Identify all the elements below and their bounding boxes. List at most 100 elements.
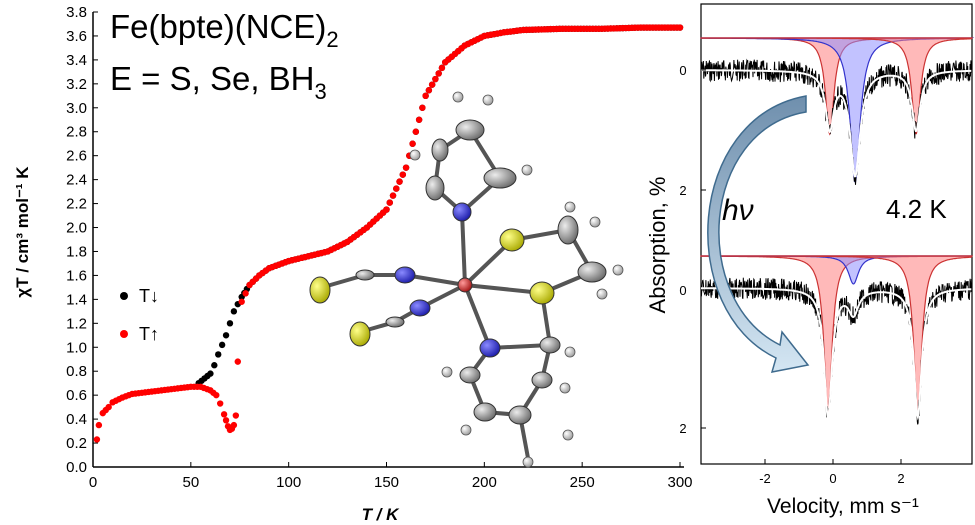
legend-label-heating: T↑ xyxy=(139,324,159,344)
y-ticks: 0.0 0.2 0.4 0.6 0.8 1.0 1.2 1.4 1.6 1.8 2.0 2.2 2.4 2… xyxy=(66,4,98,476)
fit-component xyxy=(700,255,974,417)
heating-point xyxy=(412,128,420,135)
cooling-point xyxy=(218,341,226,349)
legend-marker-cooling xyxy=(120,292,128,300)
y-tick-bottom-2: 2 xyxy=(679,421,686,436)
legend: T↓ T↑ xyxy=(120,286,159,344)
cooling-point xyxy=(222,332,230,339)
x-tick-label: 150 xyxy=(374,474,399,491)
heating-point xyxy=(393,185,400,192)
molecule-structure-image xyxy=(309,91,624,468)
heating-point xyxy=(232,412,240,419)
heating-point xyxy=(230,421,238,429)
heating-point xyxy=(220,411,228,418)
mossbauer-panel: 0 2 0 2 -2 0 2 Absorption, % Velocity, m… xyxy=(645,3,975,518)
x-tick-0: 0 xyxy=(829,471,836,486)
heating-point xyxy=(419,104,426,111)
mossbauer-spectra xyxy=(700,37,975,425)
y-tick-label: 3.4 xyxy=(66,52,87,69)
x-tick-2: 2 xyxy=(897,471,904,486)
x-tick-label: 100 xyxy=(276,474,301,491)
y-tick-label: 0.0 xyxy=(66,459,87,476)
x-tick-label: 250 xyxy=(570,474,595,491)
x-tick-minus2: -2 xyxy=(759,471,771,486)
y-tick-label: 0.6 xyxy=(66,387,87,404)
y-tick-label: 0.8 xyxy=(66,363,87,380)
heating-point xyxy=(676,24,684,31)
y-tick-label: 2.6 xyxy=(66,148,87,165)
cooling-point xyxy=(207,370,214,377)
x-tick-label: 0 xyxy=(89,474,97,491)
fit-component xyxy=(700,37,974,135)
y-tick-top-0: 0 xyxy=(679,63,686,78)
heating-point xyxy=(222,417,230,424)
temperature-label: 4.2 K xyxy=(886,194,947,224)
y-tick-label: 3.6 xyxy=(66,28,87,45)
molecule-atoms xyxy=(309,91,624,468)
heating-point xyxy=(428,81,436,88)
y-tick-label: 3.2 xyxy=(66,76,87,93)
legend-marker-heating xyxy=(120,330,128,338)
heating-point xyxy=(435,70,442,77)
heating-point xyxy=(105,403,112,411)
x-tick-label: 300 xyxy=(667,474,692,491)
heating-point xyxy=(396,178,403,185)
heating-point xyxy=(242,290,249,297)
y-tick-label: 2.0 xyxy=(66,220,87,237)
y-tick-label: 1.8 xyxy=(66,243,87,260)
heating-point xyxy=(95,421,103,429)
heating-point xyxy=(383,206,390,213)
y-tick-label: 0.4 xyxy=(66,411,87,428)
y-tick-label: 1.0 xyxy=(66,339,87,356)
heating-point xyxy=(425,87,433,94)
light-arrow xyxy=(707,95,810,373)
y-tick-label: 3.8 xyxy=(66,4,87,21)
heating-point xyxy=(399,171,407,178)
x-ticks: 0 50 100 150 200 250 300 xyxy=(89,462,693,491)
chi-t-chart: Fe(bpte)(NCE)2 E = S, Se, BH3 0.00.20.40… xyxy=(13,4,693,524)
mossbauer-y-ticks: 0 2 0 2 xyxy=(679,63,706,436)
y-tick-label: 1.6 xyxy=(66,267,87,284)
heating-point xyxy=(234,358,241,365)
y-tick-label: 0.2 xyxy=(66,435,87,452)
y-tick-label: 1.2 xyxy=(66,315,87,332)
y-tick-label: 1.4 xyxy=(66,291,87,308)
heating-point xyxy=(386,199,393,206)
mossbauer-y-label: Absorption, % xyxy=(645,177,670,314)
heating-point xyxy=(432,75,439,83)
cooling-point xyxy=(211,362,218,369)
cooling-point xyxy=(215,351,222,358)
heating-point xyxy=(438,64,446,72)
y-tick-top-2: 2 xyxy=(679,183,686,198)
mossbauer-x-label: Velocity, mm s⁻¹ xyxy=(767,495,919,518)
y-tick-label: 3.0 xyxy=(66,100,87,117)
total-fit xyxy=(701,69,972,178)
heating-point xyxy=(409,140,416,147)
heating-point xyxy=(213,391,220,399)
y-tick-label: 2.8 xyxy=(66,124,87,141)
y-tick-label: 2.2 xyxy=(66,196,87,213)
formula-line-1: Fe(bpte)(NCE)2 xyxy=(110,8,339,52)
heating-point xyxy=(238,298,245,305)
cooling-point xyxy=(226,320,234,327)
heating-point xyxy=(402,164,410,171)
heating-point xyxy=(216,400,224,407)
y-axis-label: χT / cm³ mol⁻¹ K xyxy=(13,166,32,298)
legend-label-cooling: T↓ xyxy=(139,286,159,306)
formula-line-2: E = S, Se, BH3 xyxy=(110,60,327,104)
heating-point xyxy=(389,192,397,199)
heating-point xyxy=(422,92,429,100)
y-tick-label: 2.4 xyxy=(66,172,87,189)
x-tick-label: 200 xyxy=(472,474,497,491)
heating-point xyxy=(93,436,101,443)
heating-point xyxy=(415,116,423,123)
y-tick-bottom-0: 0 xyxy=(679,283,686,298)
cooling-point xyxy=(230,308,238,315)
x-tick-label: 50 xyxy=(182,474,199,491)
x-axis-label: T / K xyxy=(362,505,401,524)
data-points xyxy=(93,24,684,443)
total-fit xyxy=(701,287,972,421)
hv-label: hν xyxy=(722,194,754,227)
